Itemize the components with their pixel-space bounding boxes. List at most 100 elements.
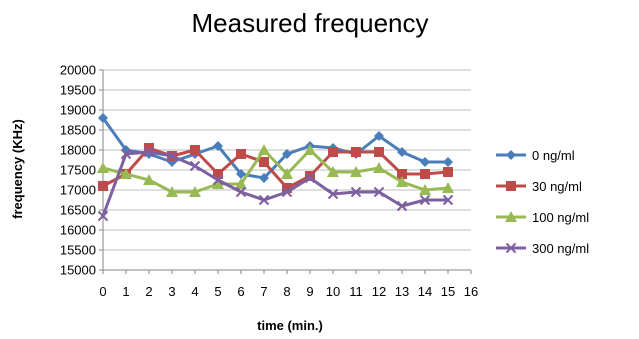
x-tick-label: 2	[145, 284, 152, 299]
data-point	[143, 174, 155, 185]
data-point	[166, 186, 178, 197]
data-point	[120, 148, 132, 160]
series-group	[97, 113, 454, 222]
data-point	[350, 166, 362, 177]
series-line	[102, 148, 449, 194]
y-tick-label: 15500	[60, 243, 96, 258]
x-tick-label: 5	[214, 284, 221, 299]
legend-entry: 300 ng/ml	[496, 241, 589, 256]
x-tick-label: 11	[349, 284, 363, 299]
data-point	[213, 141, 223, 151]
x-tick-label: 4	[191, 284, 198, 299]
data-point	[235, 186, 247, 198]
data-point	[328, 147, 338, 157]
data-point	[443, 157, 453, 167]
data-point	[212, 178, 224, 189]
data-point	[235, 178, 247, 189]
x-tick-label: 7	[260, 284, 267, 299]
data-point	[189, 160, 201, 172]
x-tick-label: 9	[306, 284, 313, 299]
data-point	[282, 149, 292, 159]
y-tick-label: 15000	[60, 263, 96, 278]
y-tick-label: 18000	[60, 143, 96, 158]
data-point	[282, 183, 292, 193]
legend: 0 ng/ml 30 ng/ml 100 ng/ml 300 ng/ml	[496, 148, 589, 256]
data-point	[189, 186, 201, 197]
data-point	[396, 176, 408, 187]
series-2	[97, 144, 454, 197]
data-point	[236, 149, 246, 159]
legend-label: 300 ng/ml	[532, 241, 589, 256]
data-point	[373, 186, 385, 198]
x-tick-label: 14	[418, 284, 432, 299]
x-tick-label: 15	[441, 284, 455, 299]
data-point	[420, 157, 430, 167]
data-point	[374, 147, 384, 157]
legend-label: 30 ng/ml	[532, 179, 582, 194]
y-axis-ticks: 15000 15500 16000 16500 17000 17500 18000 18500…	[60, 63, 96, 278]
data-point	[443, 167, 453, 177]
data-point	[143, 146, 155, 158]
legend-entry: 0 ng/ml	[496, 148, 575, 163]
data-point	[97, 210, 109, 222]
x-tick-label: 13	[395, 284, 409, 299]
y-tick-label: 16000	[60, 223, 96, 238]
legend-marker	[506, 181, 516, 191]
x-tick-label: 8	[283, 284, 290, 299]
x-tick-label: 0	[99, 284, 106, 299]
x-tick-label: 6	[237, 284, 244, 299]
x-axis-ticks: 0 1 2 3 4 5 6 7 8 9 10 11 12 13 14 15 16	[99, 284, 478, 299]
data-point	[144, 143, 154, 153]
data-point	[98, 113, 108, 123]
x-tick-label: 1	[122, 284, 129, 299]
data-point	[259, 173, 269, 183]
data-point	[212, 174, 224, 186]
data-point	[97, 162, 109, 173]
data-point	[305, 171, 315, 181]
data-point	[327, 188, 339, 200]
data-point	[98, 181, 108, 191]
data-point	[397, 147, 407, 157]
data-point	[190, 145, 200, 155]
series-line	[101, 117, 448, 180]
x-axis-label: time (min.)	[257, 318, 323, 333]
data-point	[258, 144, 270, 155]
data-point	[213, 169, 223, 179]
data-point	[351, 147, 361, 157]
x-tick-label: 12	[372, 284, 386, 299]
series-line	[102, 146, 449, 190]
x-tick-label: 3	[168, 284, 175, 299]
chart-title: Measured frequency	[191, 8, 428, 38]
data-point	[166, 150, 178, 162]
series-3	[97, 146, 454, 222]
data-point	[420, 169, 430, 179]
data-point	[419, 184, 431, 195]
data-point	[442, 182, 454, 193]
series-line	[101, 150, 448, 217]
data-point	[374, 131, 384, 141]
data-point	[258, 194, 270, 206]
y-tick-label: 18500	[60, 123, 96, 138]
data-point	[120, 168, 132, 179]
data-point	[236, 169, 246, 179]
y-tick-label: 20000	[60, 63, 96, 78]
y-tick-label: 17500	[60, 163, 96, 178]
legend-label: 0 ng/ml	[532, 148, 575, 163]
y-tick-label: 17000	[60, 183, 96, 198]
y-tick-label: 19000	[60, 103, 96, 118]
data-point	[373, 162, 385, 173]
legend-label: 100 ng/ml	[532, 210, 589, 225]
data-point	[281, 168, 293, 179]
legend-marker	[505, 211, 517, 222]
x-tick-label: 16	[464, 284, 478, 299]
legend-marker	[505, 242, 517, 254]
data-point	[442, 194, 454, 206]
y-tick-label: 16500	[60, 203, 96, 218]
y-tick-label: 19500	[60, 83, 96, 98]
data-point	[350, 186, 362, 198]
legend-entry: 100 ng/ml	[496, 210, 589, 225]
data-point	[259, 157, 269, 167]
data-point	[304, 172, 316, 184]
data-point	[327, 166, 339, 177]
